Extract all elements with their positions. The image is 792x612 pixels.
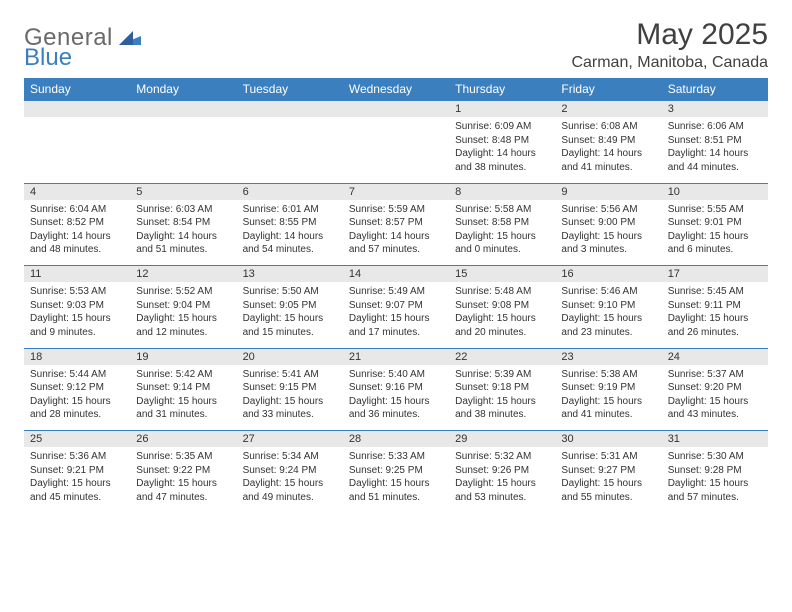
day-content-cell: Sunrise: 5:52 AMSunset: 9:04 PMDaylight:… bbox=[130, 282, 236, 348]
day-content-cell: Sunrise: 5:37 AMSunset: 9:20 PMDaylight:… bbox=[662, 365, 768, 431]
day-content-cell: Sunrise: 5:49 AMSunset: 9:07 PMDaylight:… bbox=[343, 282, 449, 348]
daynum-row: 45678910 bbox=[24, 183, 768, 200]
logo-flag-icon bbox=[119, 31, 141, 50]
day-content-cell: Sunrise: 5:42 AMSunset: 9:14 PMDaylight:… bbox=[130, 365, 236, 431]
day-number-cell: 27 bbox=[237, 431, 343, 448]
calendar-table: SundayMondayTuesdayWednesdayThursdayFrid… bbox=[24, 78, 768, 513]
header: General May 2025 Carman, Manitoba, Canad… bbox=[24, 18, 768, 72]
day-number-cell: 16 bbox=[555, 266, 661, 283]
day-content-cell: Sunrise: 5:44 AMSunset: 9:12 PMDaylight:… bbox=[24, 365, 130, 431]
day-number-cell: 8 bbox=[449, 183, 555, 200]
content-row: Sunrise: 5:53 AMSunset: 9:03 PMDaylight:… bbox=[24, 282, 768, 348]
daynum-row: 18192021222324 bbox=[24, 348, 768, 365]
day-number-cell: 4 bbox=[24, 183, 130, 200]
day-content-cell: Sunrise: 5:56 AMSunset: 9:00 PMDaylight:… bbox=[555, 200, 661, 266]
day-number-cell: 21 bbox=[343, 348, 449, 365]
day-number-cell: 29 bbox=[449, 431, 555, 448]
day-content-cell: Sunrise: 5:58 AMSunset: 8:58 PMDaylight:… bbox=[449, 200, 555, 266]
day-content-cell: Sunrise: 5:41 AMSunset: 9:15 PMDaylight:… bbox=[237, 365, 343, 431]
content-row: Sunrise: 6:04 AMSunset: 8:52 PMDaylight:… bbox=[24, 200, 768, 266]
content-row: Sunrise: 5:36 AMSunset: 9:21 PMDaylight:… bbox=[24, 447, 768, 513]
day-number-cell: 31 bbox=[662, 431, 768, 448]
day-content-cell: Sunrise: 5:32 AMSunset: 9:26 PMDaylight:… bbox=[449, 447, 555, 513]
day-number-cell: 9 bbox=[555, 183, 661, 200]
day-number-cell bbox=[130, 101, 236, 118]
day-content-cell: Sunrise: 5:31 AMSunset: 9:27 PMDaylight:… bbox=[555, 447, 661, 513]
day-number-cell: 6 bbox=[237, 183, 343, 200]
day-number-cell: 17 bbox=[662, 266, 768, 283]
day-number-cell bbox=[237, 101, 343, 118]
day-content-cell bbox=[24, 117, 130, 183]
day-number-cell: 13 bbox=[237, 266, 343, 283]
day-number-cell: 25 bbox=[24, 431, 130, 448]
day-content-cell: Sunrise: 6:01 AMSunset: 8:55 PMDaylight:… bbox=[237, 200, 343, 266]
day-content-cell: Sunrise: 5:38 AMSunset: 9:19 PMDaylight:… bbox=[555, 365, 661, 431]
day-number-cell: 20 bbox=[237, 348, 343, 365]
page-subtitle: Carman, Manitoba, Canada bbox=[571, 54, 768, 72]
day-number-cell: 24 bbox=[662, 348, 768, 365]
day-content-cell: Sunrise: 5:33 AMSunset: 9:25 PMDaylight:… bbox=[343, 447, 449, 513]
day-content-cell: Sunrise: 6:03 AMSunset: 8:54 PMDaylight:… bbox=[130, 200, 236, 266]
day-content-cell: Sunrise: 5:39 AMSunset: 9:18 PMDaylight:… bbox=[449, 365, 555, 431]
day-content-cell: Sunrise: 5:34 AMSunset: 9:24 PMDaylight:… bbox=[237, 447, 343, 513]
day-content-cell: Sunrise: 5:48 AMSunset: 9:08 PMDaylight:… bbox=[449, 282, 555, 348]
day-number-cell: 2 bbox=[555, 101, 661, 118]
day-number-cell: 10 bbox=[662, 183, 768, 200]
day-content-cell: Sunrise: 5:55 AMSunset: 9:01 PMDaylight:… bbox=[662, 200, 768, 266]
day-number-cell: 23 bbox=[555, 348, 661, 365]
content-row: Sunrise: 6:09 AMSunset: 8:48 PMDaylight:… bbox=[24, 117, 768, 183]
day-number-cell: 15 bbox=[449, 266, 555, 283]
day-number-cell: 14 bbox=[343, 266, 449, 283]
daynum-row: 25262728293031 bbox=[24, 431, 768, 448]
day-content-cell: Sunrise: 6:04 AMSunset: 8:52 PMDaylight:… bbox=[24, 200, 130, 266]
day-number-cell: 7 bbox=[343, 183, 449, 200]
day-content-cell: Sunrise: 6:08 AMSunset: 8:49 PMDaylight:… bbox=[555, 117, 661, 183]
day-header: Sunday bbox=[24, 78, 130, 101]
daynum-row: 11121314151617 bbox=[24, 266, 768, 283]
day-header-row: SundayMondayTuesdayWednesdayThursdayFrid… bbox=[24, 78, 768, 101]
day-number-cell: 19 bbox=[130, 348, 236, 365]
day-content-cell: Sunrise: 6:09 AMSunset: 8:48 PMDaylight:… bbox=[449, 117, 555, 183]
day-content-cell: Sunrise: 5:50 AMSunset: 9:05 PMDaylight:… bbox=[237, 282, 343, 348]
day-header: Monday bbox=[130, 78, 236, 101]
day-content-cell: Sunrise: 5:30 AMSunset: 9:28 PMDaylight:… bbox=[662, 447, 768, 513]
day-number-cell: 26 bbox=[130, 431, 236, 448]
day-header: Wednesday bbox=[343, 78, 449, 101]
day-number-cell bbox=[343, 101, 449, 118]
day-content-cell: Sunrise: 6:06 AMSunset: 8:51 PMDaylight:… bbox=[662, 117, 768, 183]
day-number-cell: 18 bbox=[24, 348, 130, 365]
day-content-cell bbox=[130, 117, 236, 183]
day-content-cell: Sunrise: 5:35 AMSunset: 9:22 PMDaylight:… bbox=[130, 447, 236, 513]
day-content-cell: Sunrise: 5:53 AMSunset: 9:03 PMDaylight:… bbox=[24, 282, 130, 348]
day-number-cell: 12 bbox=[130, 266, 236, 283]
day-number-cell: 28 bbox=[343, 431, 449, 448]
day-number-cell bbox=[24, 101, 130, 118]
day-number-cell: 3 bbox=[662, 101, 768, 118]
day-header: Friday bbox=[555, 78, 661, 101]
content-row: Sunrise: 5:44 AMSunset: 9:12 PMDaylight:… bbox=[24, 365, 768, 431]
day-header: Thursday bbox=[449, 78, 555, 101]
day-number-cell: 11 bbox=[24, 266, 130, 283]
day-number-cell: 5 bbox=[130, 183, 236, 200]
day-content-cell: Sunrise: 5:59 AMSunset: 8:57 PMDaylight:… bbox=[343, 200, 449, 266]
day-content-cell bbox=[237, 117, 343, 183]
logo-word2: Blue bbox=[24, 44, 72, 71]
day-header: Tuesday bbox=[237, 78, 343, 101]
day-header: Saturday bbox=[662, 78, 768, 101]
day-content-cell: Sunrise: 5:36 AMSunset: 9:21 PMDaylight:… bbox=[24, 447, 130, 513]
day-number-cell: 1 bbox=[449, 101, 555, 118]
daynum-row: 123 bbox=[24, 101, 768, 118]
day-content-cell: Sunrise: 5:46 AMSunset: 9:10 PMDaylight:… bbox=[555, 282, 661, 348]
day-number-cell: 30 bbox=[555, 431, 661, 448]
day-content-cell: Sunrise: 5:45 AMSunset: 9:11 PMDaylight:… bbox=[662, 282, 768, 348]
day-content-cell: Sunrise: 5:40 AMSunset: 9:16 PMDaylight:… bbox=[343, 365, 449, 431]
page-title: May 2025 bbox=[571, 18, 768, 52]
day-number-cell: 22 bbox=[449, 348, 555, 365]
day-content-cell bbox=[343, 117, 449, 183]
